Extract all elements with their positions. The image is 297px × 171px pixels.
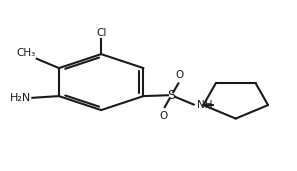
Text: NH: NH (197, 100, 212, 110)
Text: S: S (168, 89, 176, 102)
Text: O: O (176, 70, 184, 80)
Text: Cl: Cl (96, 28, 106, 38)
Text: O: O (159, 110, 168, 121)
Text: CH₃: CH₃ (16, 48, 35, 58)
Text: H₂N: H₂N (10, 93, 31, 103)
